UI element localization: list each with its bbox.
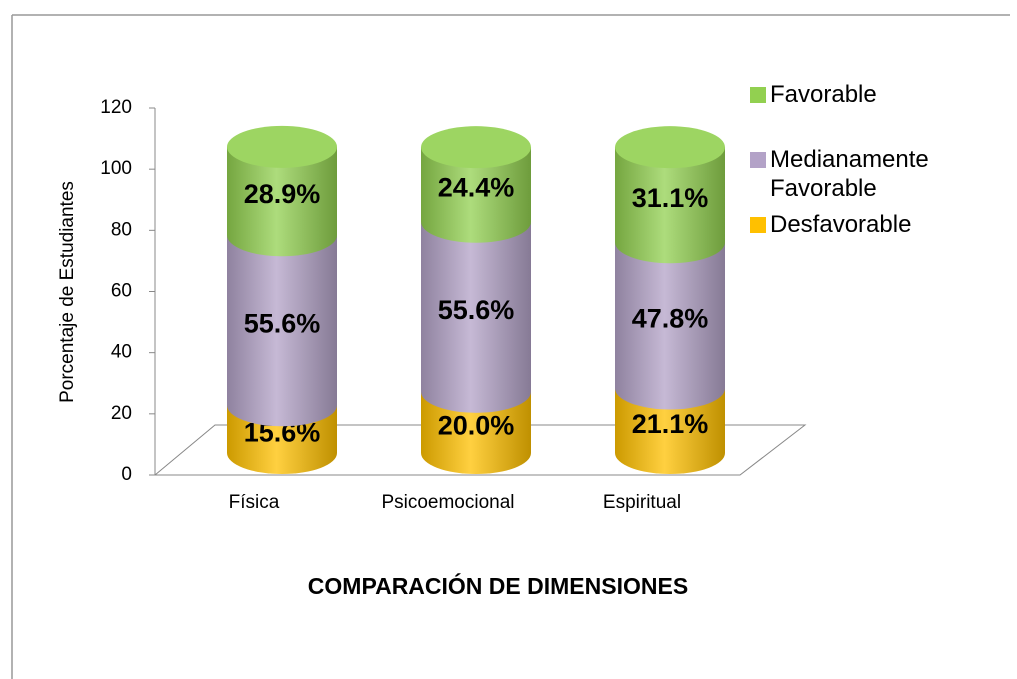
x-tick-label: Espiritual [603, 492, 681, 513]
y-tick-label: 120 [100, 97, 132, 118]
legend-item: Medianamente Favorable [750, 145, 1000, 203]
value-label: 47.8% [632, 304, 709, 334]
cylinder-segment [421, 147, 531, 243]
value-label: 55.6% [438, 295, 515, 325]
cylinder-segment [227, 235, 337, 427]
y-tick-label: 60 [111, 281, 132, 302]
cylinder-top [421, 126, 531, 169]
y-tick-label: 40 [111, 342, 132, 363]
value-label: 20.0% [438, 411, 515, 441]
legend-swatch [750, 152, 766, 168]
cylinder-segment [421, 221, 531, 413]
cylinder-segment [615, 147, 725, 264]
legend-label: Favorable [770, 81, 877, 108]
legend-item: Favorable [750, 80, 1000, 109]
value-label: 55.6% [244, 308, 321, 338]
cylinder-segment [421, 391, 531, 474]
legend-swatch [750, 217, 766, 233]
floor [153, 424, 807, 476]
value-label: 28.9% [244, 179, 321, 209]
legend-label: Desfavorable [770, 211, 912, 238]
x-tick-label: Psicoemocional [381, 492, 514, 513]
x-tick-label: Física [229, 492, 280, 513]
legend-swatch [750, 87, 766, 103]
cylinder-segment [615, 242, 725, 410]
y-tick-label: 0 [121, 464, 132, 485]
legend-item: Desfavorable [750, 210, 1000, 239]
y-tick-label: 80 [111, 219, 132, 240]
chart-title: COMPARACIÓN DE DIMENSIONES [308, 572, 688, 599]
y-tick-label: 20 [111, 403, 132, 424]
value-label: 24.4% [438, 173, 515, 203]
y-axis-label: Porcentaje de Estudiantes [57, 181, 78, 403]
cylinder-top [227, 125, 337, 168]
cylinder-top [615, 126, 725, 169]
value-label: 31.1% [632, 183, 709, 213]
legend-label: Medianamente Favorable [770, 146, 929, 202]
cylinder-segment [615, 388, 725, 474]
cylinder-segment [227, 146, 337, 257]
y-tick-label: 100 [100, 158, 132, 179]
value-label: 21.1% [632, 409, 709, 439]
